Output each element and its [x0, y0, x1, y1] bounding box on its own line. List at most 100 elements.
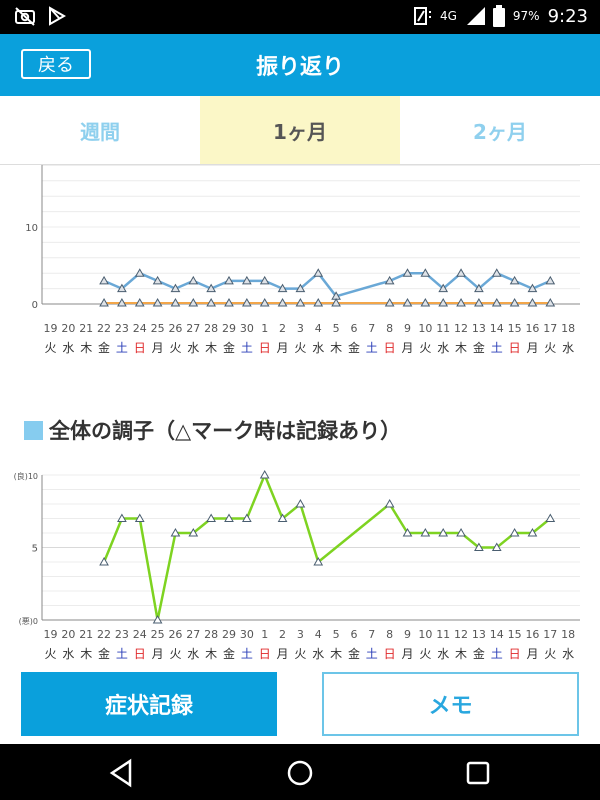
play-store-icon: [49, 6, 66, 26]
chart-scroll-area[interactable]: 0 10 19 火 20 水 21 木 22 金 23 土 24 日 25 月 26 火 27 水 28 木 29 金 30 土 1…: [0, 165, 600, 660]
clock: 9:23: [547, 5, 588, 27]
section-marker-icon: [24, 420, 43, 440]
x-tick-weekday: 土: [116, 647, 128, 660]
x-tick-weekday: 水: [312, 647, 324, 660]
x-tick-day: 14: [490, 322, 504, 335]
data-point-triangle: [277, 297, 288, 307]
data-point-triangle: [402, 297, 413, 307]
x-tick-weekday: 土: [366, 647, 378, 660]
x-tick-day: 3: [297, 628, 304, 641]
data-point-triangle: [99, 297, 109, 307]
y-tick-label: (悪)0: [19, 617, 38, 626]
status-bar: 4G 97% 9:23: [0, 0, 600, 34]
data-point-triangle: [117, 513, 127, 522]
x-tick-day: 12: [454, 322, 468, 335]
x-tick-day: 11: [436, 322, 450, 335]
data-point-triangle: [134, 268, 145, 277]
x-tick-day: 17: [543, 628, 557, 641]
data-point-triangle: [545, 513, 556, 522]
x-tick-day: 30: [240, 628, 254, 641]
data-point-triangle: [277, 283, 288, 293]
back-button[interactable]: 戻る: [21, 49, 91, 79]
x-tick-day: 19: [44, 322, 58, 335]
x-tick-weekday: 火: [169, 647, 181, 660]
bottom-actions: 症状記録 メモ: [0, 660, 600, 744]
data-point-triangle: [313, 556, 324, 566]
data-point-triangle: [545, 275, 556, 285]
memo-button[interactable]: メモ: [322, 672, 579, 736]
tab-week[interactable]: 週間: [80, 119, 120, 144]
app-bar: 戻る 振り返り: [0, 34, 600, 96]
x-tick-day: 3: [297, 322, 304, 335]
battery-percent: 97%: [512, 9, 540, 23]
x-tick-weekday: 火: [169, 341, 181, 355]
x-tick-weekday: 金: [473, 646, 485, 660]
data-point-triangle: [206, 513, 217, 522]
battery-icon: [492, 5, 505, 27]
x-tick-weekday: 火: [419, 647, 431, 660]
x-tick-day: 27: [186, 628, 200, 641]
x-tick-weekday: 金: [98, 646, 110, 660]
page-title: 振り返り: [255, 55, 344, 80]
x-tick-weekday: 火: [294, 341, 306, 355]
x-tick-day: 6: [350, 322, 357, 335]
data-point-triangle: [224, 297, 234, 307]
data-point-triangle: [509, 297, 520, 307]
section-title-text: 全体の調子（△マーク時は記録あり）: [49, 419, 402, 443]
data-point-triangle: [384, 275, 395, 285]
symptom-record-button[interactable]: 症状記録: [21, 672, 277, 736]
camera-off-icon: [15, 7, 35, 26]
x-tick-day: 18: [561, 322, 575, 335]
x-tick-weekday: 金: [223, 340, 235, 355]
data-point-triangle: [491, 297, 502, 307]
data-point-triangle: [188, 275, 199, 285]
tab-two-months[interactable]: 2ヶ月: [473, 119, 527, 144]
x-tick-weekday: 月: [277, 341, 289, 355]
home-circle-icon[interactable]: [285, 758, 315, 788]
x-tick-weekday: 木: [80, 341, 92, 355]
x-tick-weekday: 金: [473, 340, 485, 355]
overall-condition-chart: (悪)05(良)1019火20水21木22金23土24日25月26火27水28木…: [14, 469, 580, 660]
data-point-triangle: [438, 527, 449, 537]
x-tick-day: 18: [561, 628, 575, 641]
x-tick-day: 8: [386, 322, 393, 335]
data-point-triangle: [224, 275, 234, 285]
x-tick-weekday: 火: [544, 341, 556, 355]
period-tabs: 週間 1ヶ月 2ヶ月: [0, 96, 600, 165]
x-tick-weekday: 水: [437, 341, 449, 355]
y-tick-label: 5: [32, 544, 38, 555]
data-point-triangle: [509, 527, 520, 537]
data-point-triangle: [420, 297, 431, 307]
x-tick-day: 9: [404, 628, 411, 641]
x-tick-weekday: 日: [384, 341, 396, 355]
data-point-triangle: [420, 268, 431, 277]
x-tick-day: 20: [61, 628, 75, 641]
data-point-triangle: [152, 297, 163, 307]
network-type: 4G: [439, 9, 457, 23]
x-tick-day: 5: [333, 628, 340, 641]
x-tick-weekday: 月: [526, 341, 538, 355]
x-tick-weekday: 水: [187, 647, 199, 660]
x-tick-weekday: 月: [401, 647, 413, 660]
x-tick-day: 7: [368, 322, 375, 335]
x-tick-weekday: 水: [62, 647, 74, 660]
data-point-triangle: [402, 268, 413, 277]
data-point-triangle: [456, 527, 466, 537]
data-point-triangle: [295, 498, 306, 508]
data-point-triangle: [527, 297, 538, 307]
tab-one-month[interactable]: 1ヶ月: [200, 96, 400, 164]
x-tick-day: 28: [204, 322, 218, 335]
x-tick-weekday: 月: [526, 647, 538, 660]
x-tick-day: 16: [525, 628, 539, 641]
x-tick-weekday: 月: [152, 647, 164, 660]
x-tick-day: 27: [186, 322, 200, 335]
x-tick-day: 20: [61, 322, 75, 335]
x-tick-day: 14: [490, 628, 504, 641]
data-point-triangle: [259, 297, 270, 307]
data-point-triangle: [491, 542, 502, 551]
data-point-triangle: [438, 297, 449, 307]
back-triangle-icon[interactable]: [107, 758, 137, 788]
data-point-triangle: [277, 513, 288, 522]
recents-square-icon[interactable]: [463, 758, 493, 788]
x-tick-day: 24: [133, 628, 147, 641]
